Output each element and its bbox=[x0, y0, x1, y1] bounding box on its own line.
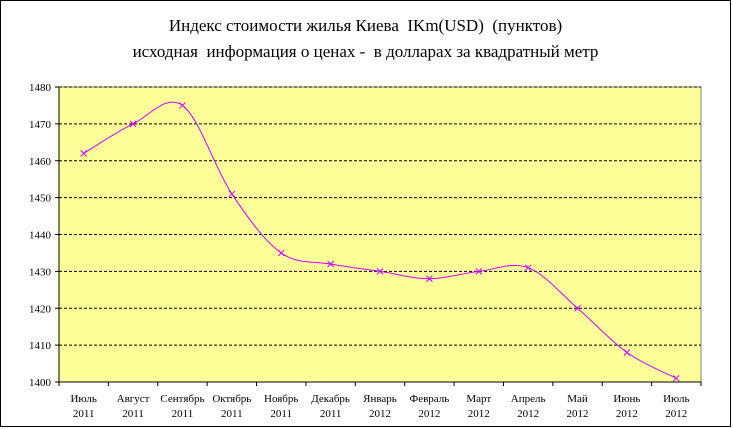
x-tick-label: Февраль 2012 bbox=[410, 393, 450, 420]
x-tick-label: Август 2011 bbox=[117, 393, 150, 420]
data-point bbox=[327, 260, 334, 268]
y-tick-label: 1420 bbox=[29, 303, 52, 315]
data-point bbox=[524, 264, 532, 272]
y-tick-label: 1410 bbox=[29, 340, 52, 352]
x-tick-label: Март 2012 bbox=[466, 393, 491, 420]
y-tick-label: 1400 bbox=[29, 377, 52, 389]
chart-title: Индекс стоимости жилья Киева IKm(USD) (п… bbox=[168, 16, 563, 35]
y-tick-label: 1450 bbox=[29, 193, 52, 205]
x-tick-label: Ноябрь 2011 bbox=[264, 393, 298, 420]
data-point bbox=[672, 374, 680, 382]
x-tick-label: Апрель 2012 bbox=[511, 393, 546, 420]
data-point bbox=[376, 268, 384, 275]
x-tick-label: Июль 2012 bbox=[663, 393, 689, 420]
y-tick-label: 1480 bbox=[29, 82, 52, 94]
x-tick-label: Декабрь 2011 bbox=[311, 393, 350, 420]
x-tick-label: Январь 2012 bbox=[363, 393, 397, 420]
data-point bbox=[179, 102, 186, 109]
data-point bbox=[80, 150, 88, 157]
y-tick-label: 1460 bbox=[29, 156, 52, 168]
data-point bbox=[574, 304, 581, 312]
x-tick-label: Июнь 2012 bbox=[613, 393, 640, 420]
x-tick-label: Октябрь 2011 bbox=[212, 393, 251, 420]
data-point bbox=[129, 120, 137, 128]
axes bbox=[55, 86, 702, 386]
y-tick-label: 1430 bbox=[29, 266, 52, 278]
x-tick-label: Июль 2011 bbox=[70, 393, 96, 420]
data-point bbox=[228, 190, 236, 198]
x-tick-label: Сентябрь 2011 bbox=[160, 393, 204, 420]
data-point bbox=[277, 249, 285, 257]
data-point bbox=[426, 275, 433, 283]
series-markers bbox=[80, 102, 680, 382]
y-tick-label: 1470 bbox=[29, 119, 52, 131]
data-point bbox=[623, 349, 631, 356]
chart-subtitle: исходная информация о ценах - в долларах… bbox=[132, 42, 599, 61]
x-axis-tick-labels: Июль 2011 Август 2011 Сентябрь 2011 Октябрь 201… bbox=[70, 393, 689, 420]
data-point bbox=[475, 268, 483, 275]
y-axis-tick-labels: 1400 1410 1420 1430 1440 1450 1460 1470 1480 bbox=[29, 82, 52, 389]
y-tick-label: 1440 bbox=[29, 230, 52, 242]
x-tick-label: Май 2012 bbox=[567, 393, 589, 420]
